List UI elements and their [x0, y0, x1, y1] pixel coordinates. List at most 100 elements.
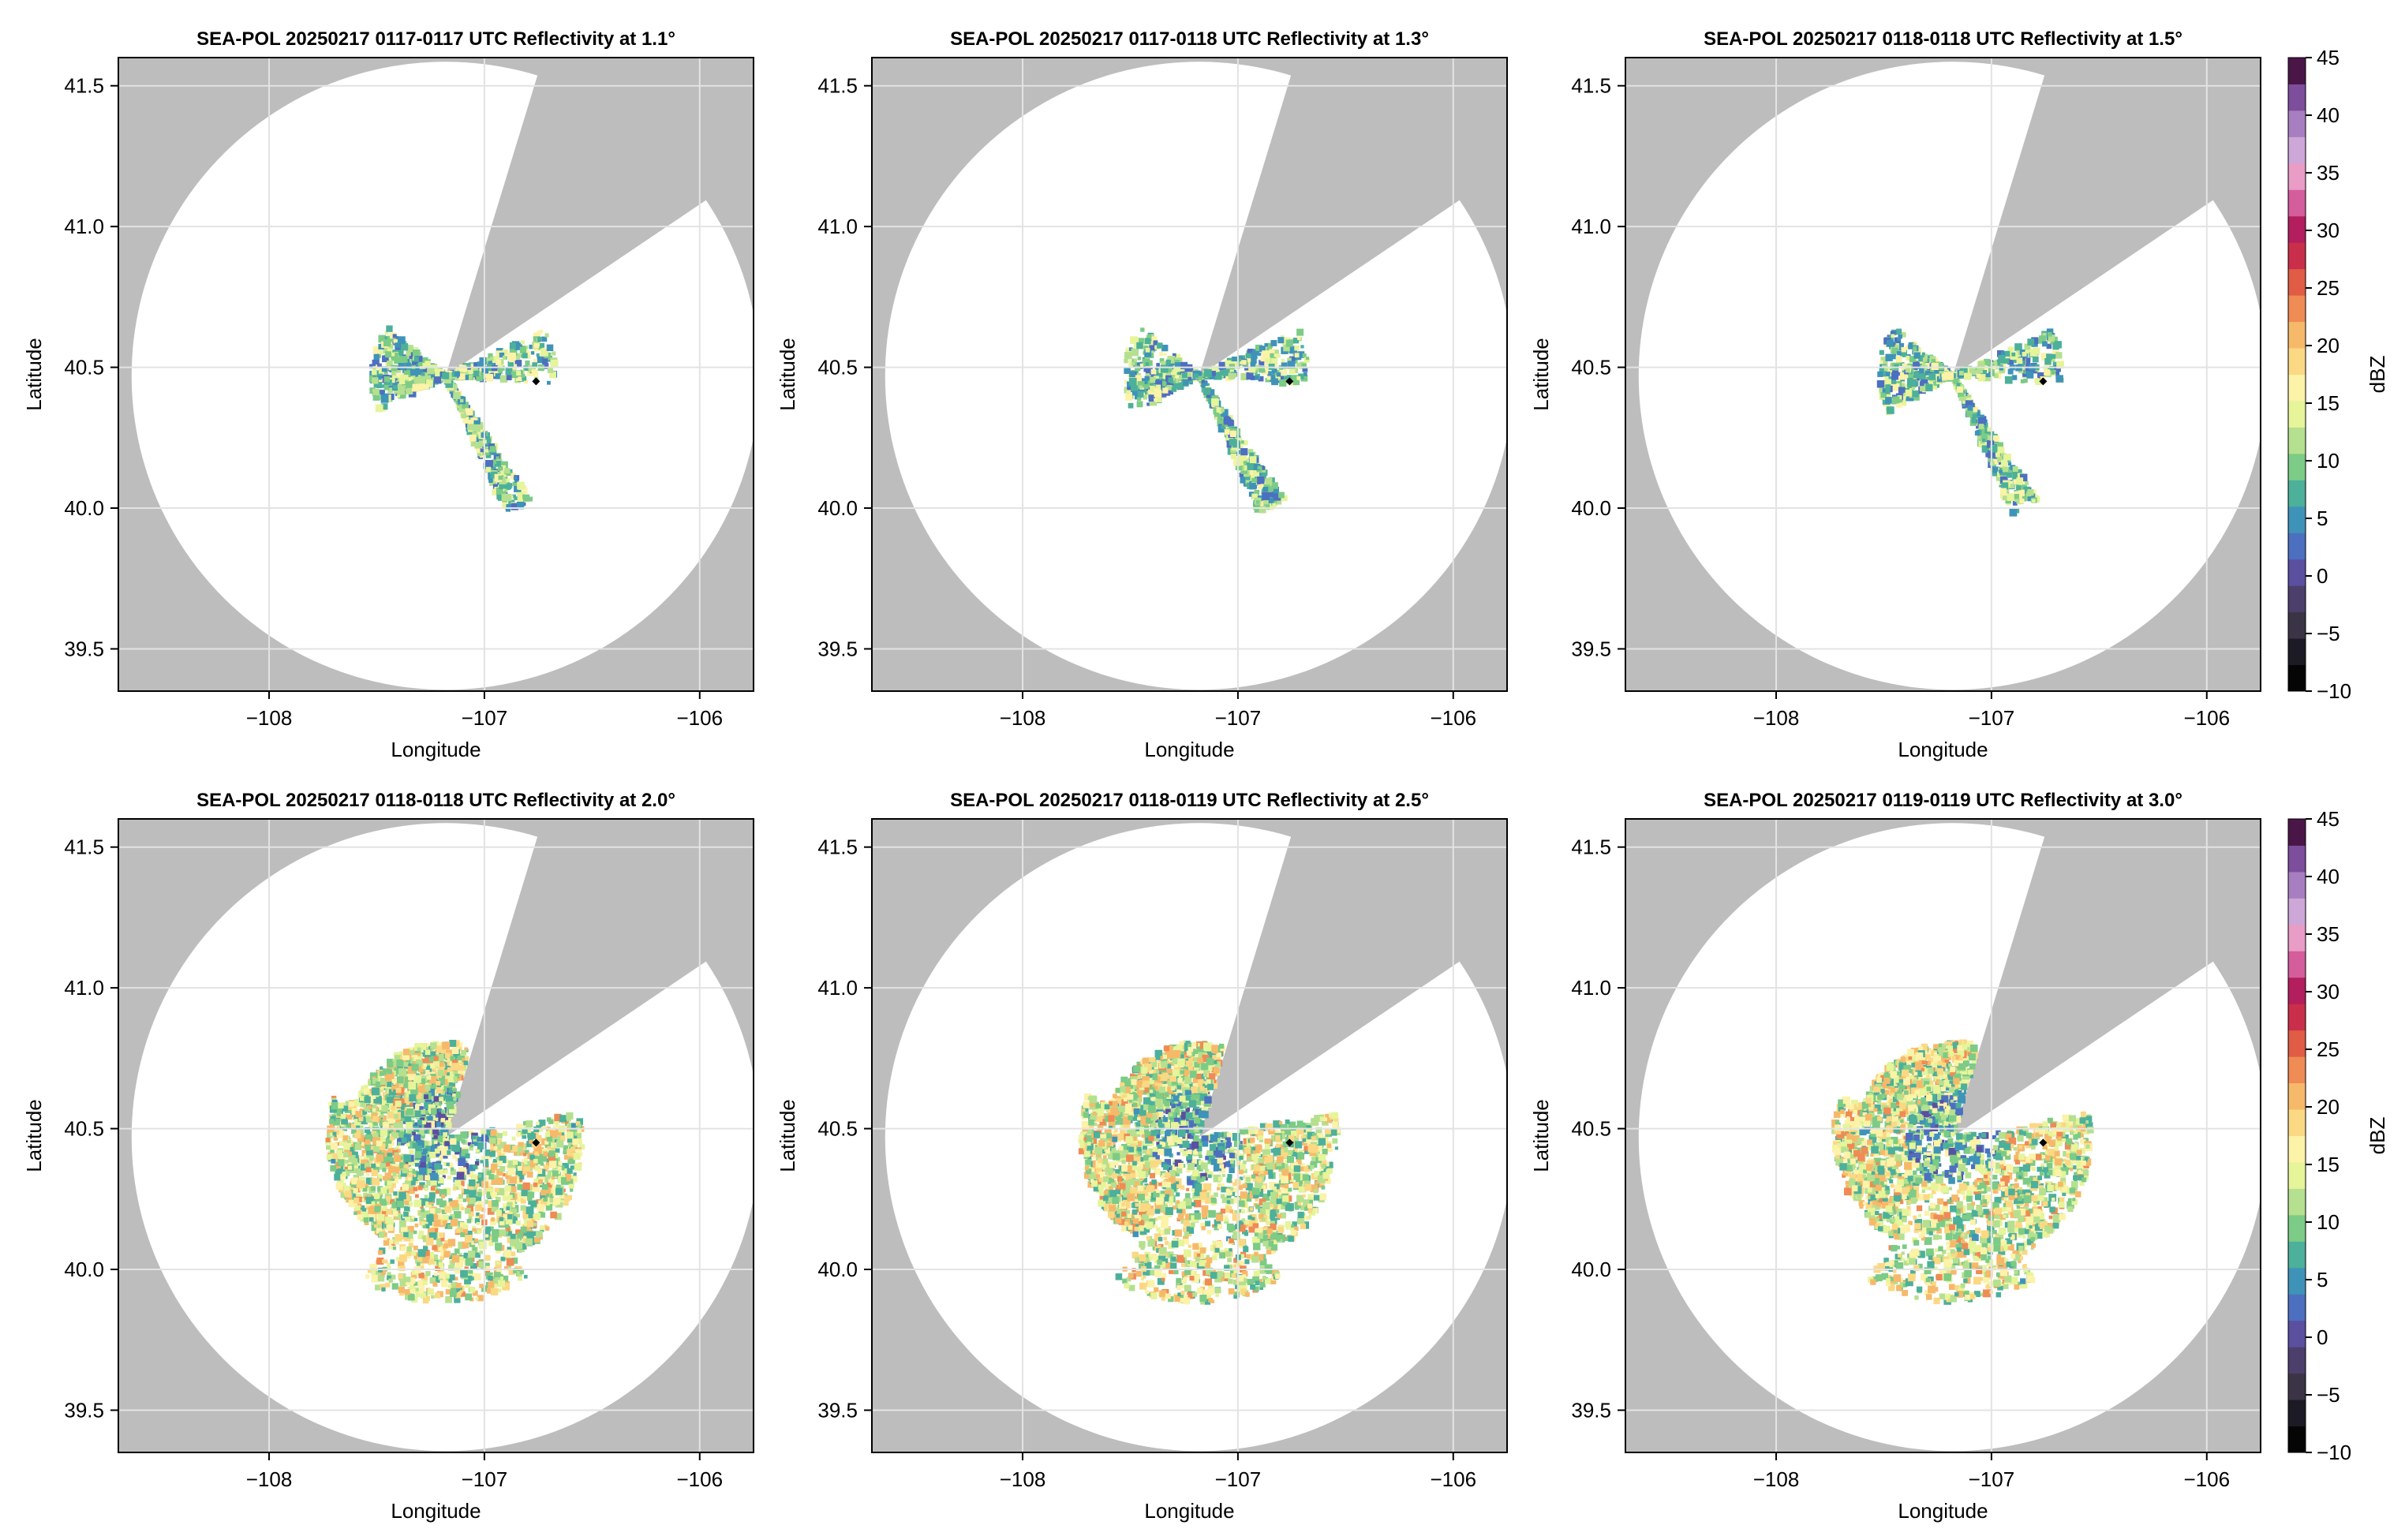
echo-cell: [1262, 368, 1269, 376]
echo-cell: [1966, 410, 1973, 417]
echo-cell: [1894, 364, 1899, 369]
echo-cell: [1136, 342, 1143, 349]
echo-cell: [1176, 382, 1184, 390]
echo-cell: [383, 376, 391, 383]
echo-cell: [435, 1114, 439, 1118]
echo-cell: [484, 449, 489, 453]
echo-cell: [424, 1194, 428, 1198]
echo-cell: [1143, 395, 1147, 400]
echo-cell: [368, 1080, 374, 1086]
echo-cell: [514, 1178, 520, 1183]
echo-cell: [419, 380, 425, 387]
echo-cell: [1176, 374, 1183, 381]
echo-cell: [433, 1056, 439, 1061]
echo-cell: [1251, 493, 1258, 500]
echo-cell: [443, 1220, 448, 1224]
echo-cell: [467, 1142, 472, 1146]
echo-cell: [546, 1182, 553, 1188]
echo-cell: [2014, 357, 2019, 364]
echo-cell: [493, 1146, 498, 1150]
echo-cell: [495, 460, 501, 467]
echo-cell: [1128, 347, 1133, 351]
echo-cell: [339, 1123, 348, 1131]
echo-cell: [505, 368, 513, 376]
echo-cell: [547, 1170, 555, 1178]
echo-cell: [1909, 379, 1917, 387]
echo-cell: [444, 1092, 451, 1098]
echo-cell: [527, 355, 531, 359]
echo-cell: [406, 1142, 410, 1147]
echo-cell: [430, 1096, 436, 1101]
echo-cell: [472, 1164, 477, 1169]
echo-cell: [351, 1177, 359, 1185]
echo-cell: [407, 1202, 413, 1207]
echo-cell: [374, 1220, 382, 1228]
echo-cell: [392, 349, 396, 353]
echo-cell: [425, 1046, 430, 1051]
echo-cell: [449, 1274, 455, 1280]
echo-cell: [478, 1188, 482, 1193]
echo-cell: [2046, 343, 2052, 349]
echo-cell: [1977, 435, 1981, 439]
echo-cell: [413, 1134, 421, 1142]
echo-cell: [523, 1274, 528, 1279]
echo-cell: [475, 1191, 479, 1194]
echo-cell: [2040, 353, 2049, 361]
echo-cell: [1254, 489, 1260, 495]
echo-cell: [432, 1281, 438, 1287]
echo-cell: [335, 1182, 343, 1190]
echo-cell: [537, 336, 542, 342]
echo-cell: [418, 361, 423, 367]
echo-cell: [1292, 368, 1299, 373]
echo-cell: [364, 1127, 371, 1134]
echo-cell: [1145, 347, 1150, 353]
echo-cell: [570, 1188, 574, 1192]
echo-cell: [492, 1235, 499, 1243]
echo-cell: [447, 1284, 452, 1288]
echo-cell: [403, 1164, 410, 1170]
echo-cell: [349, 1187, 354, 1192]
echo-cell: [1251, 349, 1256, 353]
echo-cell: [495, 373, 502, 379]
echo-cell: [447, 1224, 453, 1230]
echo-cell: [1898, 387, 1906, 394]
echo-cell: [1296, 328, 1304, 336]
site-marker: [2039, 377, 2048, 386]
echo-cell: [1266, 486, 1274, 493]
echo-cell: [1300, 374, 1308, 382]
echo-cell: [1967, 405, 1973, 411]
echo-cell: [471, 1240, 476, 1245]
echo-cell: [504, 468, 511, 474]
echo-cell: [513, 1268, 518, 1273]
echo-cell: [555, 1129, 562, 1136]
echo-cell: [462, 402, 469, 409]
echo-cell: [361, 1211, 368, 1219]
echo-cell: [376, 1149, 382, 1155]
site-marker: [532, 377, 540, 386]
echo-cell: [496, 1187, 505, 1196]
echo-cell: [368, 1123, 374, 1129]
echo-cell: [1161, 361, 1166, 367]
echo-cell: [452, 1088, 457, 1093]
echo-cell: [1208, 395, 1214, 401]
echo-cell: [1159, 352, 1164, 356]
echo-cell: [485, 1177, 490, 1182]
echo-cell: [1131, 383, 1139, 391]
echo-cell: [454, 371, 460, 377]
echo-cell: [1206, 393, 1211, 398]
echo-cell: [425, 1201, 432, 1208]
echo-cell: [1300, 345, 1304, 349]
echo-cell: [448, 1198, 453, 1202]
echo-cell: [531, 369, 539, 376]
echo-cell: [418, 1210, 425, 1217]
echo-cell: [468, 1130, 474, 1136]
echo-cell: [574, 1149, 582, 1157]
echo-cell: [364, 1084, 368, 1089]
echo-cell: [514, 478, 519, 483]
echo-cell: [1249, 456, 1257, 464]
echo-cell: [1292, 378, 1300, 386]
echo-cell: [1247, 348, 1254, 355]
echo-cell: [334, 1115, 341, 1122]
echo-cell: [397, 387, 406, 395]
echo-cell: [357, 1128, 365, 1135]
